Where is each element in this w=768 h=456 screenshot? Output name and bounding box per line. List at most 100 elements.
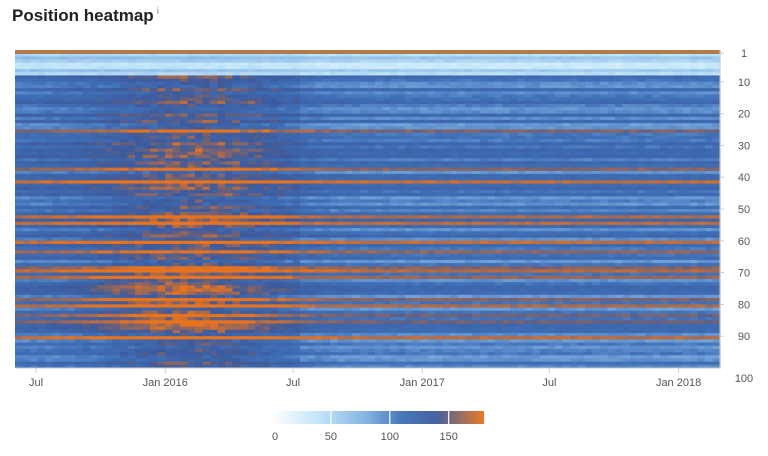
heatmap-cell (397, 100, 406, 105)
heatmap-cell (510, 158, 519, 162)
heatmap-cell (435, 110, 444, 114)
heatmap-cell (202, 107, 211, 111)
heatmap-cell (135, 209, 144, 213)
heatmap-cell (300, 174, 309, 178)
heatmap-cell (195, 110, 204, 114)
heatmap-cell (382, 148, 391, 153)
heatmap-cell (682, 59, 691, 64)
heatmap-cell (300, 126, 309, 130)
heatmap-cell (502, 180, 511, 184)
heatmap-cell (75, 189, 84, 194)
heatmap-cell (262, 202, 271, 207)
heatmap-cell (712, 94, 721, 99)
heatmap-cell (120, 91, 129, 95)
heatmap-cell (157, 62, 166, 67)
heatmap-cell (435, 113, 444, 118)
heatmap-cell (22, 177, 31, 181)
heatmap-cell (180, 81, 189, 86)
heatmap-cell (592, 53, 601, 57)
heatmap-cell (112, 78, 121, 83)
heatmap-cell (457, 104, 466, 108)
heatmap-cell (547, 84, 556, 89)
heatmap-cell (150, 53, 159, 57)
heatmap-cell (202, 110, 211, 114)
heatmap-cell (52, 215, 61, 219)
heatmap-cell (142, 94, 151, 99)
heatmap-cell (577, 193, 586, 197)
heatmap-cell (210, 56, 219, 60)
heatmap-cell (30, 177, 39, 181)
heatmap-cell (217, 193, 226, 197)
heatmap-cell (285, 94, 294, 99)
heatmap-cell (412, 110, 421, 114)
heatmap-cell (277, 56, 286, 60)
heatmap-cell (37, 183, 46, 188)
heatmap-cell (532, 158, 541, 162)
heatmap-cell (405, 78, 414, 83)
heatmap-cell (675, 81, 684, 86)
heatmap-cell (187, 177, 196, 181)
heatmap-cell (277, 88, 286, 92)
heatmap-cell (270, 202, 279, 207)
heatmap-cell (390, 88, 399, 92)
heatmap-cell (592, 164, 601, 169)
heatmap-cell (697, 88, 706, 92)
heatmap-cell (187, 123, 196, 127)
heatmap-cell (105, 170, 114, 175)
heatmap-cell (712, 139, 721, 143)
heatmap-cell (37, 180, 46, 184)
heatmap-cell (67, 142, 76, 146)
heatmap-cell (52, 209, 61, 213)
heatmap-cell (315, 215, 324, 219)
heatmap-cell (67, 139, 76, 143)
heatmap-cell (457, 139, 466, 143)
heatmap-cell (442, 107, 451, 111)
heatmap-cell (375, 97, 384, 102)
heatmap-cell (645, 129, 654, 134)
heatmap-cell (705, 186, 714, 191)
heatmap-cell (420, 193, 429, 197)
heatmap-cell (210, 126, 219, 130)
heatmap-cell (210, 174, 219, 178)
heatmap-cell (112, 53, 121, 57)
heatmap-cell (442, 177, 451, 181)
info-icon[interactable]: i (156, 6, 159, 18)
heatmap-cell (337, 180, 346, 184)
heatmap-cell (75, 151, 84, 156)
heatmap-cell (285, 167, 294, 172)
heatmap-cell (705, 56, 714, 60)
heatmap-cell (37, 132, 46, 137)
heatmap-cell (240, 123, 249, 127)
heatmap-cell (630, 183, 639, 188)
heatmap-cell (382, 180, 391, 184)
heatmap-cell (315, 170, 324, 175)
heatmap-cell (472, 110, 481, 114)
heatmap-cell (82, 100, 91, 105)
heatmap-cell (217, 170, 226, 175)
heatmap-cell (285, 189, 294, 194)
heatmap-cell (187, 164, 196, 169)
heatmap-cell (585, 110, 594, 114)
heatmap-cell (547, 65, 556, 70)
heatmap-cell (532, 154, 541, 159)
heatmap-cell (442, 129, 451, 134)
heatmap-cell (112, 145, 121, 149)
heatmap-cell (660, 189, 669, 194)
heatmap-cell (540, 145, 549, 149)
heatmap-cell (97, 119, 106, 124)
heatmap-cell (420, 215, 429, 219)
heatmap-cell (150, 116, 159, 121)
heatmap-cell (330, 78, 339, 83)
heatmap-cell (277, 145, 286, 149)
heatmap-cell (427, 126, 436, 130)
heatmap-cell (345, 139, 354, 143)
heatmap-cell (360, 94, 369, 99)
heatmap-cell (15, 104, 24, 108)
heatmap-cell (187, 107, 196, 111)
heatmap-cell (180, 148, 189, 153)
heatmap-cell (442, 139, 451, 143)
heatmap-cell (60, 205, 69, 210)
heatmap-cell (240, 148, 249, 153)
heatmap-cell (322, 69, 331, 73)
heatmap-cell (112, 158, 121, 162)
